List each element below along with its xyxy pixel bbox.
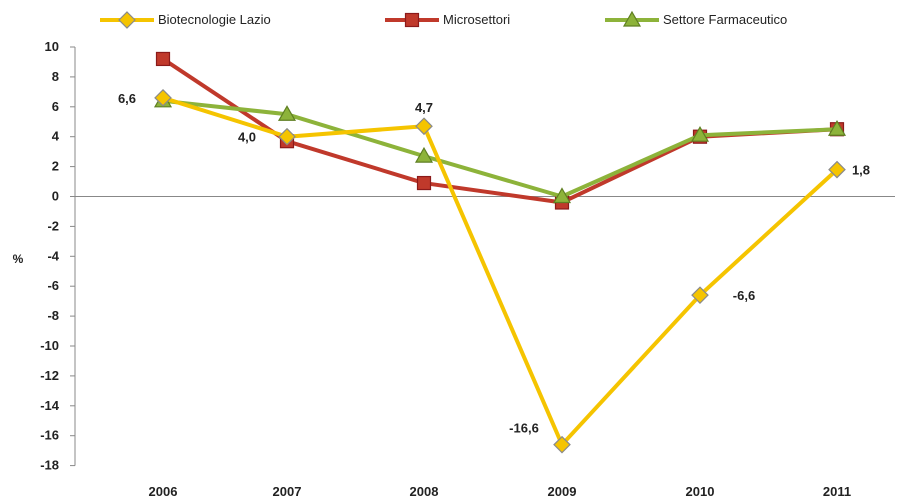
- data-point: [277, 105, 297, 121]
- axes: 10 8 6 4 2 0 -2 -4 -6 -8 -10 -12 -14 -16 -18% 2006 2007 2…: [13, 39, 895, 499]
- data-point: [278, 127, 296, 146]
- series-triangle: [153, 91, 847, 204]
- y-tick-label: -4: [47, 248, 59, 263]
- legend-label: Settore Farmaceutico: [663, 12, 787, 27]
- y-tick-label: -8: [47, 308, 59, 323]
- data-labels: 6,6 4,0 4,7 -16,6 -6,6 1,8: [118, 91, 870, 436]
- legend-marker: [118, 11, 136, 29]
- x-tick-label: 2009: [548, 484, 577, 499]
- series-line: [162, 95, 839, 447]
- data-point: [552, 187, 572, 204]
- y-tick-label: 2: [52, 159, 59, 174]
- legend-item: Microsettori: [385, 12, 510, 28]
- data-point: [155, 51, 171, 67]
- y-tick-label: -12: [40, 368, 59, 383]
- legend: Biotecnologie Lazio Microsettori Settore F…: [100, 10, 787, 29]
- x-tick-label: 2011: [823, 484, 851, 499]
- y-tick-label: -6: [47, 278, 59, 293]
- y-tick-label: 0: [52, 189, 59, 204]
- series-square: [155, 51, 845, 210]
- legend-label: Biotecnologie Lazio: [158, 12, 271, 27]
- legend-marker: [404, 12, 420, 28]
- data-label: 4,0: [238, 130, 256, 145]
- series-group: [153, 51, 847, 454]
- y-axis-label: %: [13, 252, 24, 266]
- y-tick-label: -10: [40, 338, 59, 353]
- data-point: [553, 435, 571, 454]
- data-point: [414, 146, 434, 163]
- data-point: [827, 120, 847, 136]
- y-tick-label: -16: [40, 428, 59, 443]
- y-tick-label: 4: [52, 129, 60, 144]
- y-tick-label: 10: [45, 39, 59, 54]
- legend-item: Settore Farmaceutico: [605, 10, 787, 27]
- data-point: [691, 286, 709, 305]
- y-tick-label: -2: [47, 218, 59, 233]
- y-tick-label: 8: [52, 69, 59, 84]
- y-tick-label: -18: [40, 458, 59, 473]
- x-tick-label: 2008: [410, 484, 439, 499]
- data-point: [690, 125, 710, 142]
- data-point: [154, 88, 172, 107]
- data-label: -6,6: [733, 288, 755, 303]
- data-point: [416, 175, 432, 191]
- x-tick-label: 2007: [273, 484, 302, 499]
- legend-marker: [622, 10, 642, 27]
- y-tick-label: 6: [52, 99, 59, 114]
- x-tick-label: 2006: [149, 484, 178, 499]
- x-tick-label: 2010: [686, 484, 715, 499]
- legend-label: Microsettori: [443, 12, 510, 27]
- series-diamond: [154, 88, 846, 454]
- y-tick-label: -14: [40, 398, 60, 413]
- series-line: [162, 98, 838, 199]
- data-label: -16,6: [509, 421, 539, 436]
- data-point: [828, 160, 846, 179]
- data-point: [415, 117, 433, 136]
- legend-item: Biotecnologie Lazio: [100, 11, 271, 29]
- data-label: 4,7: [415, 100, 433, 115]
- data-label: 6,6: [118, 91, 136, 106]
- data-label: 1,8: [852, 163, 870, 178]
